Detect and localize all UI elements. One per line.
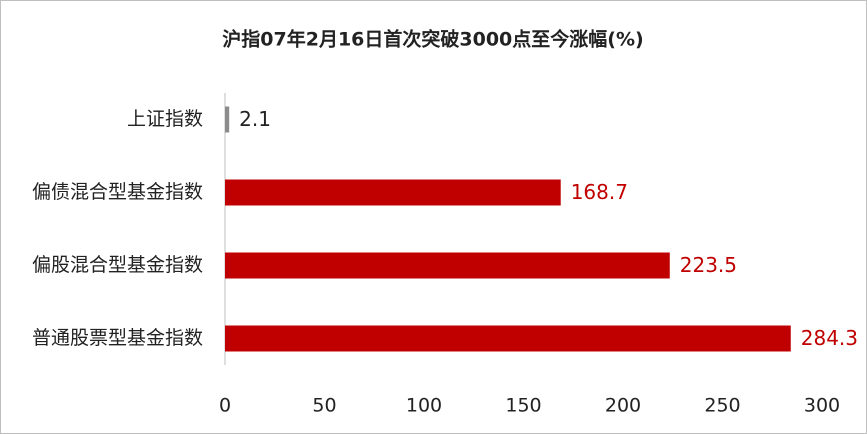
x-tick-label: 200 <box>605 395 641 417</box>
x-tick-label: 100 <box>406 395 442 417</box>
y-tick-label: 偏股混合型基金指数 <box>32 254 203 276</box>
x-tick-label: 250 <box>704 395 740 417</box>
x-tick-label: 50 <box>312 395 336 417</box>
x-tick-label: 300 <box>804 395 840 417</box>
value-label: 223.5 <box>680 253 737 277</box>
x-tick-label: 0 <box>219 395 231 417</box>
y-tick-label: 偏债混合型基金指数 <box>32 181 203 203</box>
chart-title: 沪指07年2月16日首次突破3000点至今涨幅(%) <box>222 28 643 51</box>
bar <box>225 179 561 206</box>
y-tick-label: 上证指数 <box>127 108 203 130</box>
x-tick-label: 150 <box>505 395 541 417</box>
value-label: 284.3 <box>801 326 858 350</box>
y-tick-label: 普通股票型基金指数 <box>32 327 203 349</box>
bar <box>225 325 791 352</box>
value-label: 168.7 <box>571 180 628 204</box>
value-label: 2.1 <box>239 107 271 131</box>
bar <box>225 106 230 133</box>
bar <box>225 252 670 279</box>
